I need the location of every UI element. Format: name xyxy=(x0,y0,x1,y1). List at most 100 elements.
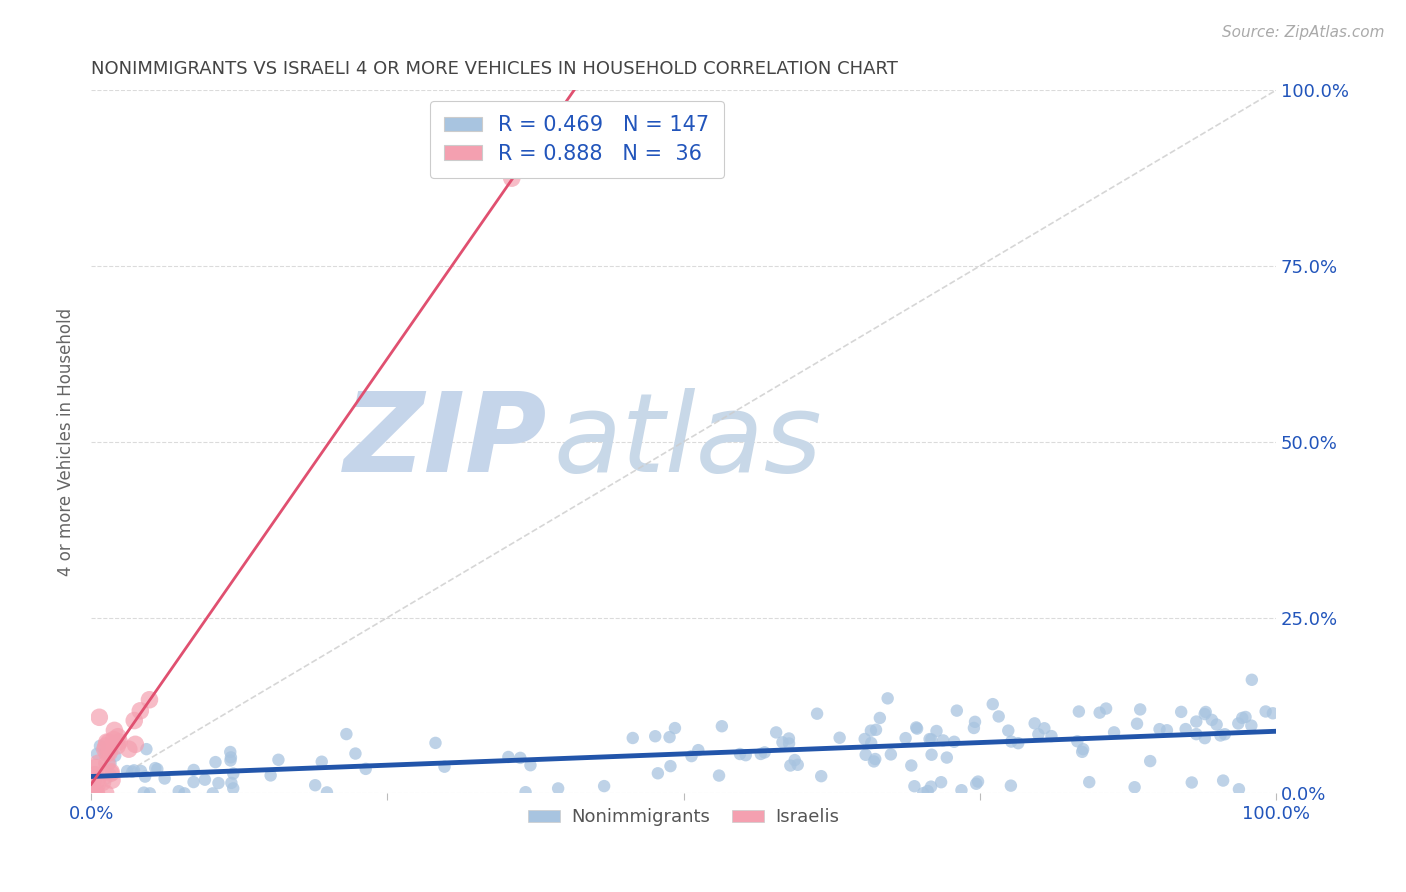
Point xyxy=(153,772,176,786)
Point xyxy=(853,731,876,746)
Point xyxy=(658,730,681,744)
Point xyxy=(87,777,110,791)
Point xyxy=(1209,729,1232,743)
Point xyxy=(905,722,928,736)
Point xyxy=(772,735,794,749)
Point xyxy=(806,706,828,721)
Point xyxy=(593,779,616,793)
Point xyxy=(859,723,882,738)
Point xyxy=(425,736,447,750)
Point xyxy=(707,768,730,782)
Point xyxy=(143,761,166,775)
Point xyxy=(1000,734,1022,748)
Point xyxy=(204,755,226,769)
Point xyxy=(183,763,205,777)
Point xyxy=(100,756,122,771)
Point xyxy=(311,755,333,769)
Point xyxy=(997,723,1019,738)
Point xyxy=(659,759,682,773)
Point xyxy=(219,753,242,767)
Point xyxy=(1212,773,1234,788)
Point xyxy=(778,736,800,750)
Point xyxy=(1033,721,1056,735)
Point xyxy=(433,760,456,774)
Point xyxy=(515,785,537,799)
Point xyxy=(1126,716,1149,731)
Point xyxy=(86,772,108,787)
Point xyxy=(1174,722,1197,736)
Point xyxy=(917,784,939,798)
Point xyxy=(89,710,111,724)
Point xyxy=(681,749,703,764)
Point xyxy=(87,756,110,771)
Point xyxy=(828,731,851,745)
Point xyxy=(925,724,948,739)
Point xyxy=(108,735,131,749)
Point xyxy=(146,762,169,776)
Point xyxy=(135,742,157,756)
Point xyxy=(876,691,898,706)
Point xyxy=(754,746,776,760)
Point xyxy=(1149,722,1171,736)
Point xyxy=(932,733,955,747)
Point xyxy=(1040,729,1063,743)
Point xyxy=(167,784,190,798)
Point xyxy=(96,735,118,749)
Point xyxy=(1078,775,1101,789)
Point xyxy=(498,750,520,764)
Point xyxy=(547,781,569,796)
Point xyxy=(94,786,117,800)
Point xyxy=(786,757,808,772)
Point xyxy=(920,780,942,794)
Point xyxy=(1024,716,1046,731)
Point xyxy=(880,747,903,762)
Point xyxy=(1181,775,1204,789)
Point xyxy=(219,750,242,764)
Point xyxy=(100,767,122,781)
Point xyxy=(950,783,973,797)
Point xyxy=(765,725,787,739)
Point xyxy=(1123,780,1146,795)
Point xyxy=(869,711,891,725)
Point xyxy=(920,732,942,747)
Point xyxy=(1194,731,1216,746)
Point xyxy=(134,770,156,784)
Point xyxy=(1234,710,1257,724)
Text: ZIP: ZIP xyxy=(344,388,547,495)
Point xyxy=(621,731,644,745)
Point xyxy=(84,760,107,774)
Point xyxy=(905,720,928,734)
Point xyxy=(943,735,966,749)
Point xyxy=(1232,711,1254,725)
Point xyxy=(1071,745,1094,759)
Point xyxy=(778,731,800,746)
Point xyxy=(963,714,986,729)
Point xyxy=(222,766,245,780)
Point xyxy=(94,739,117,753)
Point xyxy=(96,747,118,761)
Point xyxy=(1201,713,1223,727)
Point xyxy=(1240,673,1263,687)
Point xyxy=(219,745,242,759)
Point xyxy=(509,751,531,765)
Point xyxy=(647,766,669,780)
Point xyxy=(501,171,523,186)
Point xyxy=(1205,717,1227,731)
Point xyxy=(1028,727,1050,741)
Point xyxy=(138,692,160,706)
Point xyxy=(335,727,357,741)
Point xyxy=(728,747,751,761)
Text: atlas: atlas xyxy=(553,388,823,495)
Point xyxy=(1185,727,1208,741)
Point xyxy=(100,764,122,779)
Point xyxy=(1227,716,1250,731)
Point xyxy=(519,758,541,772)
Point xyxy=(83,786,105,800)
Point xyxy=(121,764,143,779)
Point xyxy=(981,697,1004,711)
Point xyxy=(810,769,832,783)
Point xyxy=(86,747,108,761)
Point xyxy=(963,721,986,735)
Point xyxy=(139,786,162,800)
Point xyxy=(1261,706,1284,721)
